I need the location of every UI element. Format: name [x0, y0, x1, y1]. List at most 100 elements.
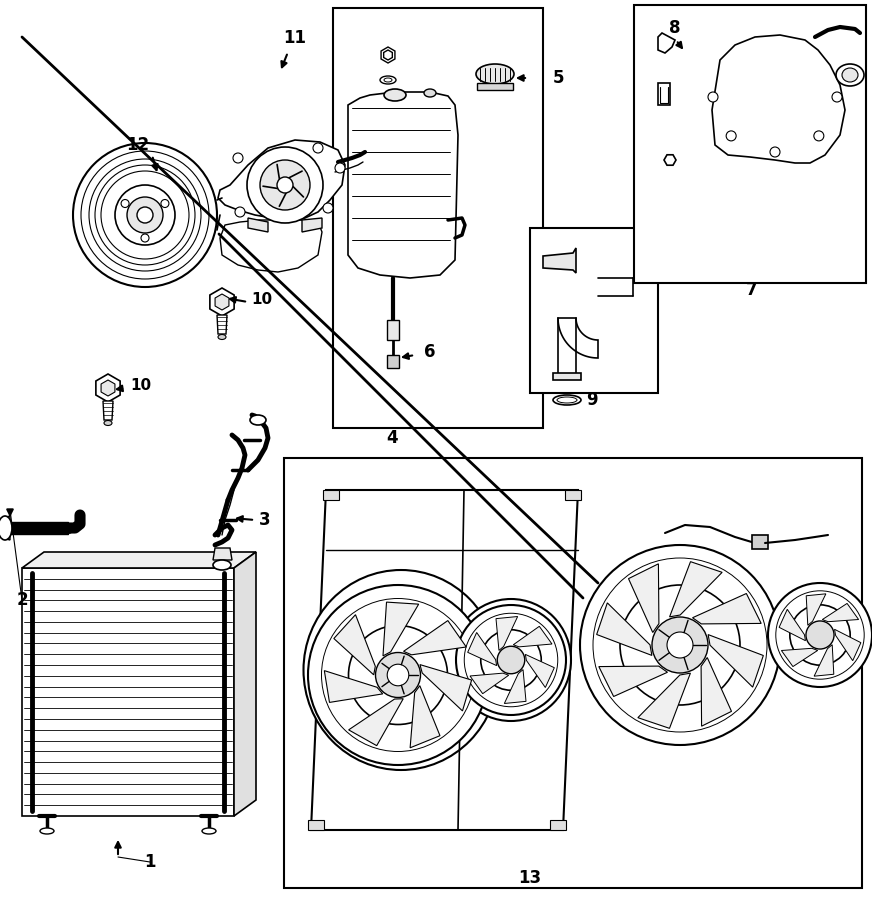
Ellipse shape: [836, 64, 864, 86]
Polygon shape: [387, 320, 399, 340]
Text: 2: 2: [17, 591, 28, 609]
Polygon shape: [96, 374, 120, 402]
Text: 5: 5: [552, 69, 564, 87]
Polygon shape: [708, 634, 763, 687]
Polygon shape: [22, 568, 234, 816]
Text: 13: 13: [519, 869, 542, 887]
Polygon shape: [550, 820, 566, 830]
Polygon shape: [387, 355, 399, 368]
Circle shape: [137, 207, 153, 223]
Bar: [284, 458, 862, 888]
Polygon shape: [637, 673, 691, 728]
Polygon shape: [210, 288, 234, 316]
Polygon shape: [470, 673, 508, 694]
Ellipse shape: [40, 828, 54, 834]
Polygon shape: [496, 616, 518, 651]
Circle shape: [387, 664, 409, 686]
Polygon shape: [383, 602, 419, 656]
Ellipse shape: [303, 570, 499, 770]
Polygon shape: [348, 92, 458, 278]
Ellipse shape: [384, 89, 406, 101]
Text: 3: 3: [259, 511, 271, 529]
Polygon shape: [629, 563, 659, 633]
Polygon shape: [599, 666, 667, 697]
Polygon shape: [752, 535, 768, 549]
Polygon shape: [420, 664, 472, 711]
Polygon shape: [658, 33, 675, 53]
Ellipse shape: [0, 516, 12, 540]
Circle shape: [73, 143, 217, 287]
Circle shape: [235, 207, 245, 217]
Circle shape: [127, 197, 163, 233]
Polygon shape: [514, 626, 552, 647]
Ellipse shape: [202, 828, 216, 834]
Polygon shape: [22, 552, 256, 568]
Ellipse shape: [384, 78, 392, 82]
Polygon shape: [664, 155, 676, 166]
Circle shape: [115, 185, 175, 245]
Circle shape: [726, 130, 736, 141]
Polygon shape: [553, 373, 581, 380]
Polygon shape: [814, 644, 834, 676]
Polygon shape: [384, 50, 392, 60]
Polygon shape: [467, 633, 497, 666]
Bar: [530, 228, 658, 393]
Polygon shape: [807, 594, 826, 625]
Circle shape: [161, 200, 169, 208]
Bar: [333, 8, 543, 428]
Polygon shape: [381, 47, 395, 63]
Polygon shape: [234, 552, 256, 816]
Polygon shape: [692, 593, 761, 624]
Circle shape: [806, 621, 834, 649]
Circle shape: [376, 652, 420, 698]
Polygon shape: [779, 609, 806, 641]
Polygon shape: [215, 294, 229, 310]
Polygon shape: [101, 380, 115, 396]
Circle shape: [233, 153, 243, 163]
Circle shape: [497, 646, 525, 674]
Polygon shape: [324, 670, 383, 702]
Polygon shape: [596, 603, 652, 655]
Circle shape: [456, 605, 566, 715]
Text: 7: 7: [746, 281, 758, 299]
Polygon shape: [543, 248, 576, 273]
Text: 1: 1: [144, 853, 156, 871]
Polygon shape: [670, 562, 722, 617]
Text: 4: 4: [386, 429, 398, 447]
Circle shape: [708, 92, 718, 102]
Ellipse shape: [213, 560, 231, 570]
Polygon shape: [323, 490, 339, 500]
Ellipse shape: [104, 420, 112, 426]
Polygon shape: [712, 35, 845, 163]
Ellipse shape: [476, 64, 514, 84]
Circle shape: [349, 626, 447, 725]
Polygon shape: [822, 603, 859, 622]
Ellipse shape: [557, 397, 577, 403]
Circle shape: [580, 545, 780, 745]
Polygon shape: [404, 621, 467, 655]
Ellipse shape: [218, 335, 226, 339]
Ellipse shape: [424, 89, 436, 97]
Circle shape: [323, 203, 333, 213]
Circle shape: [770, 147, 780, 157]
Circle shape: [335, 163, 345, 173]
Polygon shape: [103, 401, 113, 420]
Ellipse shape: [842, 68, 858, 82]
Polygon shape: [504, 670, 526, 704]
Polygon shape: [217, 315, 227, 334]
Circle shape: [652, 617, 708, 673]
Circle shape: [121, 200, 129, 208]
Polygon shape: [558, 318, 598, 358]
Ellipse shape: [451, 599, 571, 721]
Circle shape: [480, 630, 542, 690]
Polygon shape: [565, 490, 581, 500]
Polygon shape: [525, 654, 555, 688]
Ellipse shape: [380, 76, 396, 84]
Circle shape: [790, 605, 850, 665]
Polygon shape: [248, 218, 268, 232]
Bar: [634, 5, 866, 283]
Polygon shape: [477, 83, 513, 90]
Circle shape: [814, 130, 824, 141]
Polygon shape: [308, 820, 324, 830]
Polygon shape: [302, 218, 322, 232]
